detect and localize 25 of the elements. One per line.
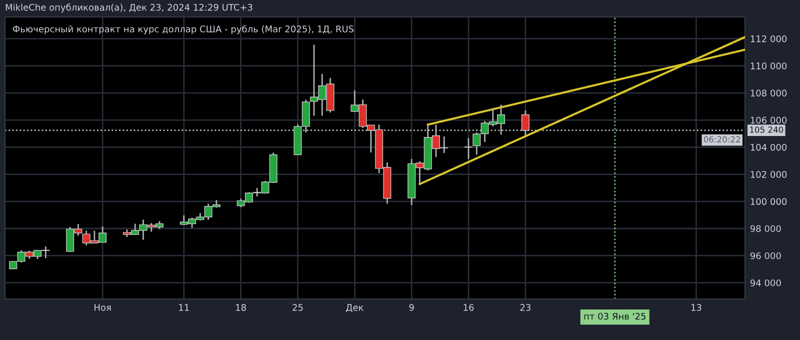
y-tick-label: 104 000 <box>750 144 787 151</box>
x-tick-label: Ноя <box>94 304 111 311</box>
y-tick-label: 102 000 <box>750 171 787 178</box>
y-tick-label: 94 000 <box>750 279 781 286</box>
x-tick-label: 9 <box>409 304 414 311</box>
annotation: 06:20:22 <box>704 136 740 142</box>
y-tick-label: 106 000 <box>750 116 787 124</box>
x-tick-label: 18 <box>236 304 246 311</box>
y-tick-label: 96 000 <box>750 252 781 260</box>
y-tick-label: 98 000 <box>750 225 781 232</box>
y-tick-label: 108 000 <box>750 90 787 96</box>
y-tick-label: 110 000 <box>750 62 787 70</box>
x-tick-label: 11 <box>179 304 189 311</box>
text: MikleChe опубликовал(а), Дек 23, 2024 12:29 UTC+3 <box>6 4 252 12</box>
y-tick-label: 112 000 <box>750 35 787 42</box>
ref-line-label: 105 240 <box>750 126 784 133</box>
x-tick-label: 25 <box>292 304 303 311</box>
y-tick-label: 100 000 <box>750 198 787 205</box>
text: Фьючерсный контракт на курс доллар США - рубль (Mar 2025), 1Д, RUS <box>12 25 354 34</box>
x-tick-label: 23 <box>520 304 530 311</box>
x-tick-label: 13 <box>691 304 702 311</box>
x-tick-label: Дек <box>346 304 364 312</box>
x-tick-label: 16 <box>464 304 474 311</box>
ref-line-label: пт 03 Янв '25 <box>584 312 646 320</box>
candlestick <box>464 137 473 160</box>
